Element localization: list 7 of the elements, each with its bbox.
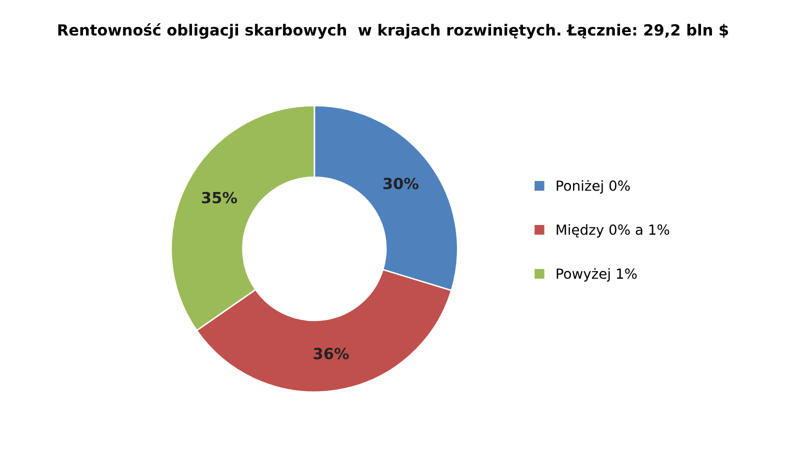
- legend-label: Między 0% a 1%: [556, 224, 670, 238]
- data-label: 30%: [383, 178, 419, 190]
- data-label: 35%: [202, 192, 238, 204]
- legend-label: Poniżej 0%: [556, 180, 630, 194]
- data-label: 36%: [314, 348, 349, 360]
- legend-label: Powyżej 1%: [556, 268, 637, 282]
- chart-title: Rentowność obligacji skarbowych w krajach rozwiniętych. Łącznie: 29,2 bln $: [58, 23, 728, 39]
